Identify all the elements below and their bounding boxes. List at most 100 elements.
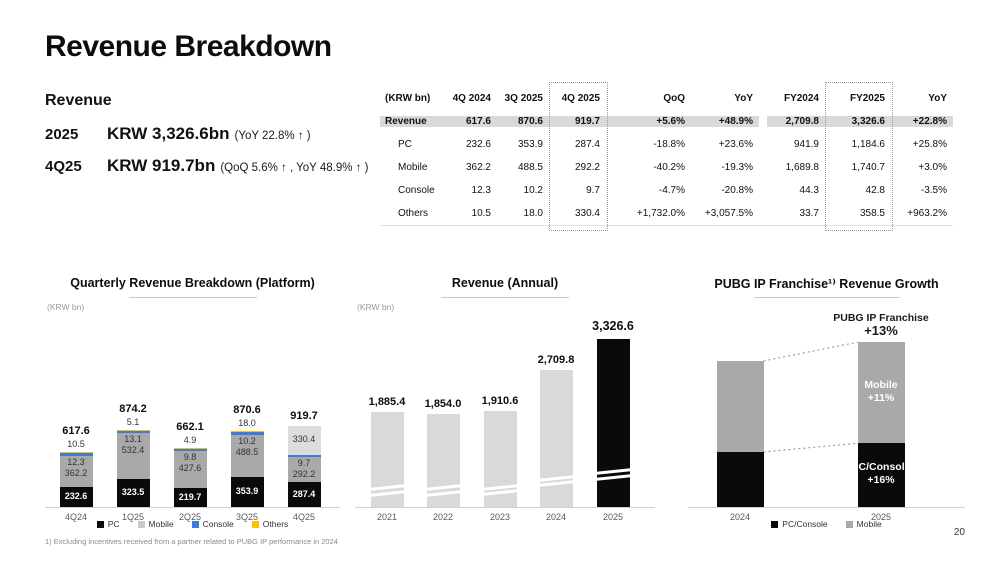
- table-cell: 617.6: [442, 116, 497, 127]
- legend-item: Others: [251, 519, 288, 529]
- bar-annual: [596, 339, 630, 507]
- mobile-growth-pct: +11%: [867, 391, 895, 404]
- bar-segment-mobile: [857, 342, 905, 444]
- bar-total-label: 874.2: [119, 402, 147, 415]
- table-cell: +1,732.0%: [636, 208, 685, 219]
- bar-segment-mobile: [173, 451, 207, 489]
- mobile-growth-label: Mobile: [864, 378, 898, 391]
- summary-detail: (QoQ 5.6% ↑ , YoY 48.9% ↑ ): [220, 162, 369, 174]
- table-cell: 358.5: [859, 208, 885, 219]
- table-cell: 1,689.8: [785, 162, 819, 173]
- row-label: Revenue: [380, 116, 442, 127]
- table-cell: +22.8%: [891, 116, 953, 127]
- plot-area: 1,885.4 2021 1,854.0 2022 1,910.6 2023 2,709.8…: [355, 272, 655, 552]
- table-cell: 232.6: [465, 139, 491, 150]
- summary-heading: Revenue: [45, 92, 112, 109]
- title-underline: [441, 297, 569, 298]
- chart-title: Revenue (Annual): [451, 276, 559, 290]
- bar-segment-pc: [59, 486, 93, 507]
- bar-segment-others: [116, 429, 150, 431]
- table-cell: FY2025: [849, 92, 885, 104]
- table-cell: 870.6: [497, 116, 549, 127]
- bar-total-label: 617.6: [62, 425, 90, 438]
- x-tick-label: 4Q24: [64, 512, 88, 522]
- legend-label: PC/Console: [782, 519, 828, 529]
- legend-label: PC: [107, 519, 120, 529]
- summary-period: 2025: [45, 126, 79, 143]
- bar-segment-mobile: [59, 455, 93, 487]
- table-cell: YoY: [928, 92, 947, 104]
- chart-revenue-annual: Revenue (Annual) (KRW bn) 1,885.4 2021 1,8…: [355, 272, 655, 552]
- table-cell: 4Q 2025: [561, 92, 600, 104]
- table-header-row: (KRW bn) 4Q 2024 3Q 2025 4Q 2025 QoQ YoY FY202…: [380, 86, 953, 110]
- legend-swatch-mobile-icon: [845, 520, 853, 528]
- summary-period: 4Q25: [45, 158, 82, 175]
- bar-segment-others: [173, 447, 207, 449]
- table-cell: -40.2%: [653, 162, 685, 173]
- table-cell: 919.7: [549, 116, 606, 127]
- chart-legend: PC/Console Mobile: [688, 519, 965, 529]
- growth-connector-lines: [763, 341, 858, 453]
- segment-label-console: 9.7: [297, 458, 311, 469]
- x-tick-label: 4Q25: [292, 512, 316, 522]
- legend-swatch-others-icon: [251, 520, 259, 528]
- x-axis: [688, 507, 965, 508]
- summary-row-4q25: 4Q25 KRW 919.7bn (QoQ 5.6% ↑ , YoY 48.9%…: [45, 156, 368, 176]
- bar-total-label: 662.1: [176, 420, 204, 433]
- table-cell: +5.6%: [606, 116, 691, 127]
- financial-table: (KRW bn) 4Q 2024 3Q 2025 4Q 2025 QoQ YoY FY202…: [380, 82, 953, 231]
- legend-item: Mobile: [845, 519, 882, 529]
- x-tick-label: 1Q25: [121, 512, 145, 522]
- legend-swatch-console-icon: [191, 520, 199, 528]
- table-cell: -18.8%: [653, 139, 685, 150]
- table-cell: 488.5: [517, 162, 543, 173]
- x-tick-label: 2Q25: [178, 512, 202, 522]
- unit-label: (KRW bn): [357, 302, 395, 312]
- bar-segment-pc: [116, 479, 150, 507]
- chart-title: PUBG IP Franchise¹⁾ Revenue Growth: [714, 277, 939, 291]
- legend-item: PC/Console: [771, 519, 828, 529]
- table-cell: 4Q 2024: [452, 92, 491, 104]
- table-cell: 10.2: [523, 185, 543, 196]
- table-cell: YoY: [734, 92, 753, 104]
- pc-console-growth-pct: +16%: [867, 474, 895, 487]
- table-cell: 362.2: [465, 162, 491, 173]
- segment-label-console: 10.2: [238, 435, 256, 446]
- chart-quarterly-platform: Quarterly Revenue Breakdown (Platform) (…: [45, 272, 340, 552]
- segment-label-mobile: 532.4: [121, 445, 145, 456]
- bar-segment-console: [59, 453, 93, 456]
- table-cell: 33.7: [799, 208, 819, 219]
- chart-pubg-franchise-growth: PUBG IP Franchise¹⁾ Revenue Growth 2024 2…: [688, 272, 965, 552]
- row-label: Others: [398, 208, 429, 219]
- legend-swatch-pc-icon: [96, 520, 104, 528]
- segment-label-console: 13.1: [124, 434, 142, 445]
- bar-segment-others: [59, 452, 93, 454]
- table-cell: -3.5%: [920, 185, 947, 196]
- table-cell: 1,184.6: [851, 139, 885, 150]
- bar-segment-pc: [287, 482, 321, 507]
- pc-console-growth-label: PC/Console: [851, 461, 911, 474]
- summary-amount: KRW 3,326.6bn: [107, 124, 230, 143]
- footnote: 1) Excluding incentives received from a …: [45, 537, 338, 546]
- x-tick-label: 2022: [432, 512, 454, 522]
- page-title: Revenue Breakdown: [45, 30, 332, 63]
- table-cell: -20.8%: [721, 185, 753, 196]
- bar-value-label: 3,326.6: [592, 319, 634, 334]
- x-tick-label: 2023: [489, 512, 511, 522]
- x-tick-label: 2024: [729, 512, 751, 522]
- table-row: Console 12.3 10.2 9.7 -4.7% -20.8% 44.3 42.8 -3.…: [380, 179, 953, 202]
- x-axis: [45, 507, 340, 508]
- segment-label-pc: 353.9: [235, 485, 259, 496]
- bar-value-label: 1,854.0: [424, 397, 462, 410]
- summary-detail: (YoY 22.8% ↑ ): [234, 130, 311, 142]
- bar-annual: [539, 370, 573, 507]
- segment-label-console: 12.3: [67, 456, 85, 467]
- page-number: 20: [953, 527, 965, 538]
- table-cell: 3,326.6: [825, 116, 891, 127]
- table-row: Others 10.5 18.0 330.4 +1,732.0% +3,057.5% 33.…: [380, 202, 953, 225]
- table-cell: +48.9%: [691, 116, 759, 127]
- row-label: Mobile: [398, 162, 428, 173]
- segment-label-mobile: 427.6: [178, 463, 202, 474]
- bar-segment-mobile: [287, 457, 321, 483]
